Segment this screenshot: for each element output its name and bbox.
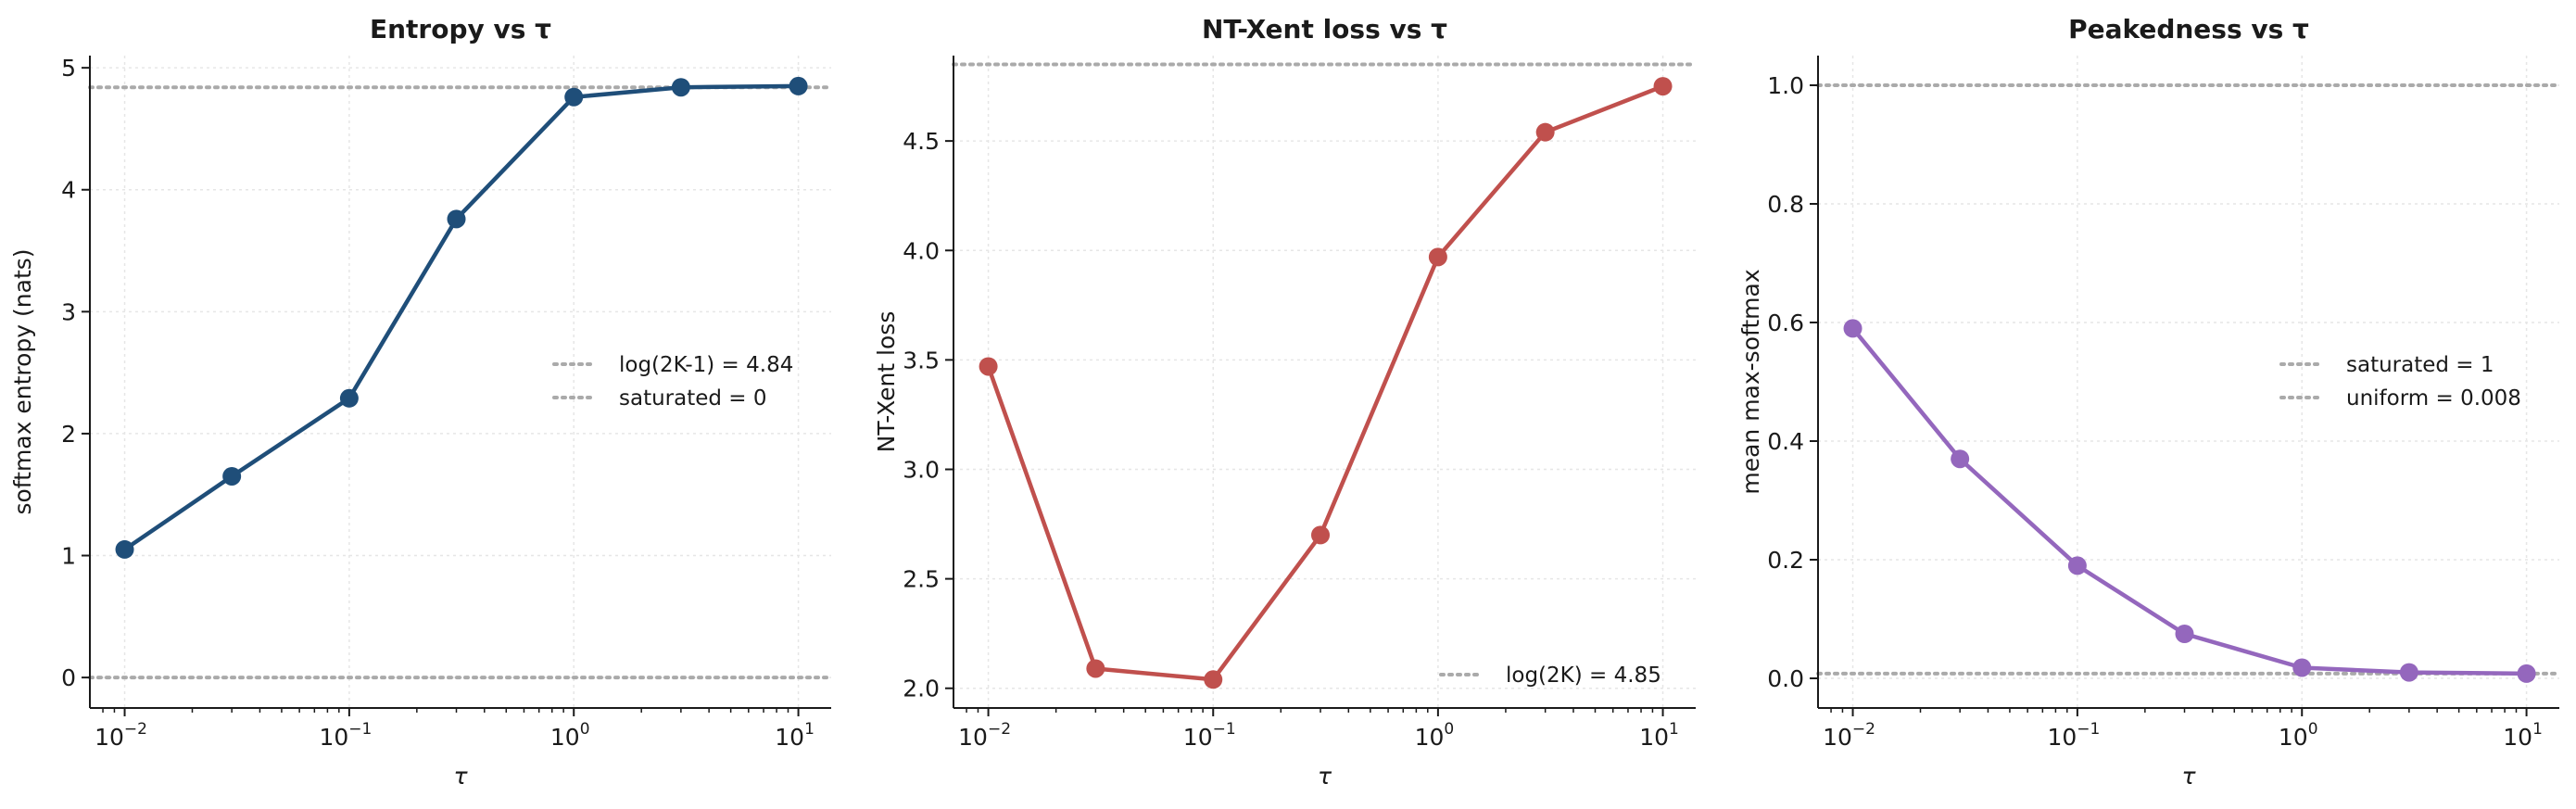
data-point [115, 539, 134, 559]
data-point [222, 466, 242, 486]
y-tick-label: 4.0 [903, 237, 940, 264]
data-point [2067, 556, 2087, 575]
y-tick-label: 0.6 [1767, 310, 1804, 336]
y-tick-label: 0.0 [1767, 665, 1804, 692]
data-point [2399, 663, 2418, 682]
data-point [339, 388, 359, 408]
data-point [2175, 625, 2194, 643]
legend: saturated = 1 uniform = 0.008 [2279, 353, 2521, 411]
x-tick-label: 101 [2503, 720, 2543, 751]
y-tick-label: 0.8 [1767, 191, 1804, 218]
data-point [447, 209, 466, 229]
data-point [2292, 658, 2312, 677]
x-tick-label: 101 [1639, 720, 1679, 751]
data-point [2517, 664, 2536, 683]
legend: log(2K) = 4.85 [1439, 664, 1661, 688]
y-tick-label: 0 [61, 664, 76, 691]
legend-entry: saturated = 1 [2346, 353, 2494, 377]
legend-entry: saturated = 0 [619, 386, 767, 411]
data-point [1843, 319, 1863, 338]
legend-entry: uniform = 0.008 [2346, 386, 2521, 411]
data-point [1951, 449, 1970, 469]
x-axis-label: τ [453, 763, 468, 790]
y-tick-label: 5 [61, 55, 76, 82]
y-tick-label: 2 [61, 421, 76, 448]
x-tick-label: 10−2 [958, 720, 1011, 751]
data-point [789, 76, 808, 95]
data-point [1204, 670, 1223, 689]
data-point [1653, 77, 1673, 96]
y-tick-label: 0.2 [1767, 547, 1804, 574]
legend-entry: log(2K-1) = 4.84 [619, 353, 793, 377]
legend-entry: log(2K) = 4.85 [1506, 664, 1661, 688]
y-tick-label: 2.5 [903, 566, 940, 593]
y-tick-label: 1.0 [1767, 72, 1804, 99]
y-tick-label: 3.0 [903, 456, 940, 483]
y-axis-label: softmax entropy (nats) [9, 248, 36, 514]
data-point [1086, 659, 1105, 678]
x-tick-label: 10−1 [319, 720, 372, 751]
data-point [564, 87, 584, 107]
x-axis-label: τ [1318, 763, 1332, 790]
y-tick-label: 3 [61, 298, 76, 325]
x-tick-label: 101 [775, 720, 814, 751]
y-tick-label: 3.5 [903, 347, 940, 373]
legend: log(2K-1) = 4.84 saturated = 0 [552, 353, 793, 411]
x-tick-label: 100 [2279, 720, 2318, 751]
chart-ntxent-loss: 10−2 10−1 100 101 2.0 2.5 3.0 3.5 4.0 4.5 NT-Xent … [873, 14, 1698, 790]
y-axis-label: mean max-softmax [1737, 269, 1764, 494]
y-tick-label: 2.0 [903, 676, 940, 702]
series-line [1850, 326, 2527, 676]
series-line [986, 83, 1664, 682]
chart-title: NT-Xent loss vs τ [1202, 14, 1447, 44]
data-point [1535, 122, 1555, 142]
data-point [1428, 247, 1447, 267]
x-axis-label: τ [2181, 763, 2196, 790]
chart-title: Peakedness vs τ [2068, 14, 2309, 44]
y-axis-label: NT-Xent loss [873, 311, 900, 453]
x-tick-label: 100 [550, 720, 590, 751]
chart-peakedness: 10−2 10−1 100 101 0.0 0.2 0.4 0.6 0.8 1.0 Peakedne… [1737, 14, 2561, 790]
data-point [671, 78, 690, 97]
chart-title: Entropy vs τ [370, 14, 551, 44]
y-tick-label: 4.5 [903, 128, 940, 155]
x-tick-label: 10−1 [1183, 720, 1236, 751]
y-tick-label: 1 [61, 543, 76, 570]
x-tick-label: 10−1 [2047, 720, 2100, 751]
y-tick-label: 0.4 [1767, 428, 1804, 455]
x-tick-label: 10−2 [1823, 720, 1875, 751]
y-tick-label: 4 [61, 177, 76, 204]
data-point [979, 357, 998, 376]
x-tick-label: 100 [1415, 720, 1455, 751]
data-point [1311, 525, 1331, 545]
x-tick-label: 10−2 [95, 720, 147, 751]
